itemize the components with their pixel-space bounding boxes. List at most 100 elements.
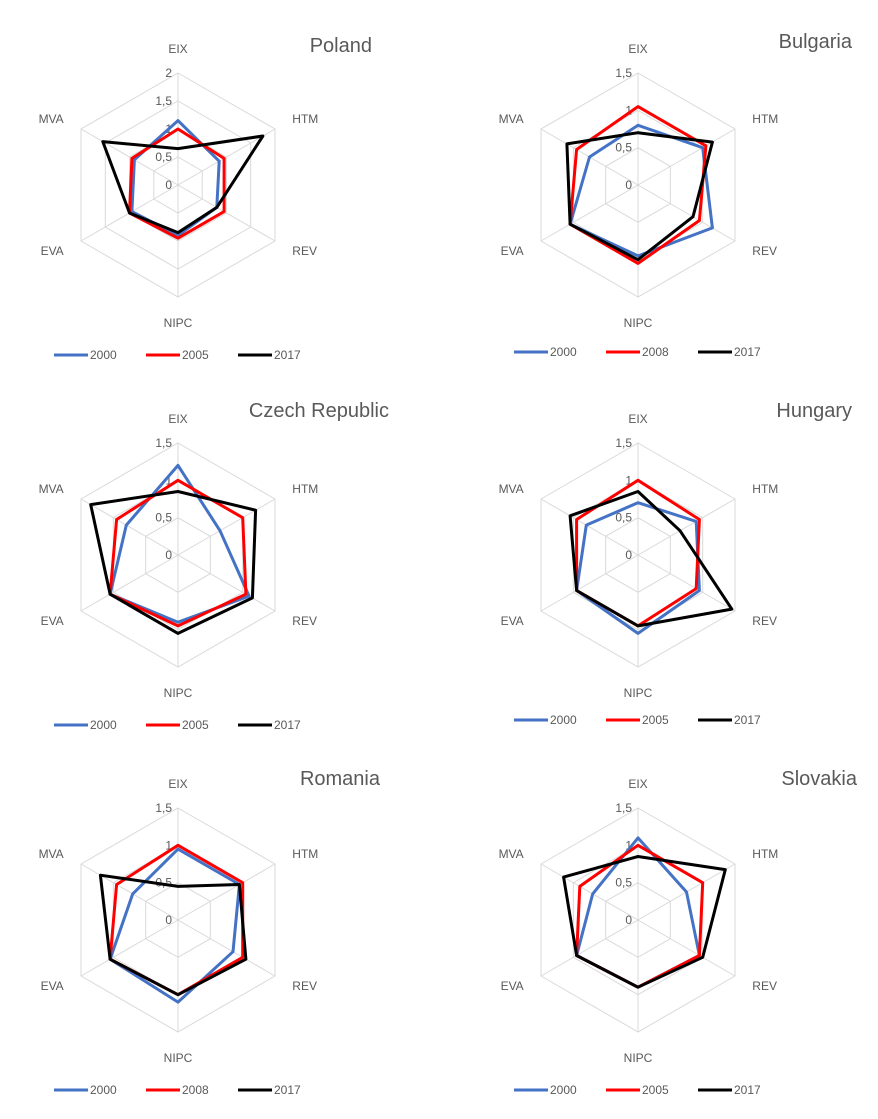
- tick-label: 1: [165, 473, 172, 487]
- radar-chart-czech-republic: 0 0,5 1 1,5 EIX HTM REV NIPC EVA MVA Czech Republi…: [39, 400, 389, 732]
- tick-label: 1: [625, 473, 632, 487]
- tick-label: 1,5: [615, 436, 632, 450]
- axis-label-mva: MVA: [39, 482, 64, 496]
- tick-label: 0: [165, 178, 172, 192]
- axis-label-eix: EIX: [628, 412, 647, 426]
- tick-label: 0,5: [615, 141, 632, 155]
- tick-label: 0: [625, 548, 632, 562]
- legend-label: 2017: [274, 348, 301, 362]
- legend-label: 2008: [182, 1083, 209, 1097]
- legend-label: 2005: [182, 718, 209, 732]
- grid-spoke: [80, 863, 179, 921]
- chart-title: Slovakia: [781, 768, 857, 790]
- grid-spoke: [540, 919, 639, 977]
- grid-spoke: [80, 498, 179, 556]
- tick-label: 0: [625, 178, 632, 192]
- axis-label-eva: EVA: [41, 979, 64, 993]
- axis-label-eva: EVA: [501, 614, 524, 628]
- chart-title: Czech Republic: [249, 400, 389, 422]
- grid-spoke: [177, 863, 276, 921]
- grid-spoke: [637, 128, 736, 186]
- radar-chart-hungary: 0 0,5 1 1,5 EIX HTM REV NIPC EVA MVA Hungary 2000 20…: [499, 400, 852, 727]
- legend-label: 2005: [642, 713, 669, 727]
- legend-label: 2000: [550, 1083, 577, 1097]
- grid-spoke: [177, 128, 276, 186]
- axis-label-mva: MVA: [499, 112, 524, 126]
- series-line-2017: [562, 855, 727, 989]
- legend-label: 2005: [642, 1083, 669, 1097]
- radar-chart-slovakia: 0 0,5 1 1,5 EIX HTM REV NIPC EVA MVA Slovakia 2000 2…: [499, 768, 858, 1097]
- tick-label: 1,5: [615, 801, 632, 815]
- series-line-2005: [128, 127, 226, 240]
- series-line-2005: [108, 478, 248, 628]
- axis-label-mva: MVA: [499, 847, 524, 861]
- grid-spoke: [177, 184, 276, 242]
- axis-label-eva: EVA: [41, 614, 64, 628]
- axis-label-rev: REV: [752, 614, 777, 628]
- tick-label: 0,5: [155, 150, 172, 164]
- axis-label-eix: EIX: [168, 412, 187, 426]
- tick-label: 1,5: [155, 94, 172, 108]
- tick-label: 1,5: [155, 436, 172, 450]
- axis-label-mva: MVA: [39, 847, 64, 861]
- tick-label: 0: [165, 913, 172, 927]
- axis-label-eix: EIX: [628, 42, 647, 56]
- series-line-2000: [575, 501, 701, 635]
- axis-label-htm: HTM: [292, 482, 318, 496]
- chart-title: Poland: [310, 35, 372, 57]
- grid-spoke: [637, 498, 736, 556]
- axis-label-mva: MVA: [39, 112, 64, 126]
- grid-spoke: [540, 863, 639, 921]
- series-line-2017: [565, 131, 714, 262]
- axis-label-nipc: NIPC: [164, 316, 193, 330]
- series-line-2017: [89, 490, 258, 635]
- tick-label: 0: [165, 548, 172, 562]
- axis-label-eix: EIX: [628, 777, 647, 791]
- tick-label: 0,5: [615, 511, 632, 525]
- axis-label-nipc: NIPC: [624, 1051, 653, 1065]
- axis-label-htm: HTM: [752, 482, 778, 496]
- axis-label-rev: REV: [752, 979, 777, 993]
- axis-label-rev: REV: [292, 244, 317, 258]
- series-line-2000: [130, 119, 221, 237]
- tick-label: 0,5: [155, 511, 172, 525]
- axis-label-eva: EVA: [41, 244, 64, 258]
- axis-label-rev: REV: [292, 979, 317, 993]
- tick-label: 1,5: [155, 801, 172, 815]
- grid-spoke: [540, 184, 639, 242]
- grid-spoke: [177, 498, 276, 556]
- legend-label: 2000: [550, 713, 577, 727]
- axis-label-htm: HTM: [292, 847, 318, 861]
- tick-label: 1: [625, 103, 632, 117]
- axis-label-htm: HTM: [292, 112, 318, 126]
- axis-label-mva: MVA: [499, 482, 524, 496]
- tick-label: 1: [625, 838, 632, 852]
- grid-spoke: [177, 554, 276, 612]
- radar-chart-bulgaria: 0 0,5 1 1,5 EIX HTM REV NIPC EVA MVA Bulgaria 2000 2…: [499, 31, 853, 359]
- legend-label: 2017: [734, 713, 761, 727]
- legend-label: 2017: [274, 1083, 301, 1097]
- axis-label-nipc: NIPC: [624, 686, 653, 700]
- series-line-2008: [568, 105, 708, 265]
- legend-label: 2017: [734, 1083, 761, 1097]
- grid-spoke: [80, 919, 179, 977]
- legend-label: 2008: [642, 345, 669, 359]
- axis-label-nipc: NIPC: [624, 316, 653, 330]
- axis-label-htm: HTM: [752, 112, 778, 126]
- grid-spoke: [637, 919, 736, 977]
- axis-label-nipc: NIPC: [164, 1051, 193, 1065]
- chart-title: Hungary: [776, 400, 852, 422]
- axis-label-nipc: NIPC: [164, 686, 193, 700]
- axis-label-rev: REV: [292, 614, 317, 628]
- axis-label-eix: EIX: [168, 777, 187, 791]
- legend-label: 2000: [90, 1083, 117, 1097]
- chart-title: Romania: [300, 768, 381, 790]
- grid-spoke: [637, 184, 736, 242]
- series-line-2000: [108, 463, 251, 624]
- legend-label: 2005: [182, 348, 209, 362]
- grid-spoke: [80, 128, 179, 186]
- series-line-2000: [108, 847, 241, 1004]
- chart-title: Bulgaria: [779, 31, 853, 53]
